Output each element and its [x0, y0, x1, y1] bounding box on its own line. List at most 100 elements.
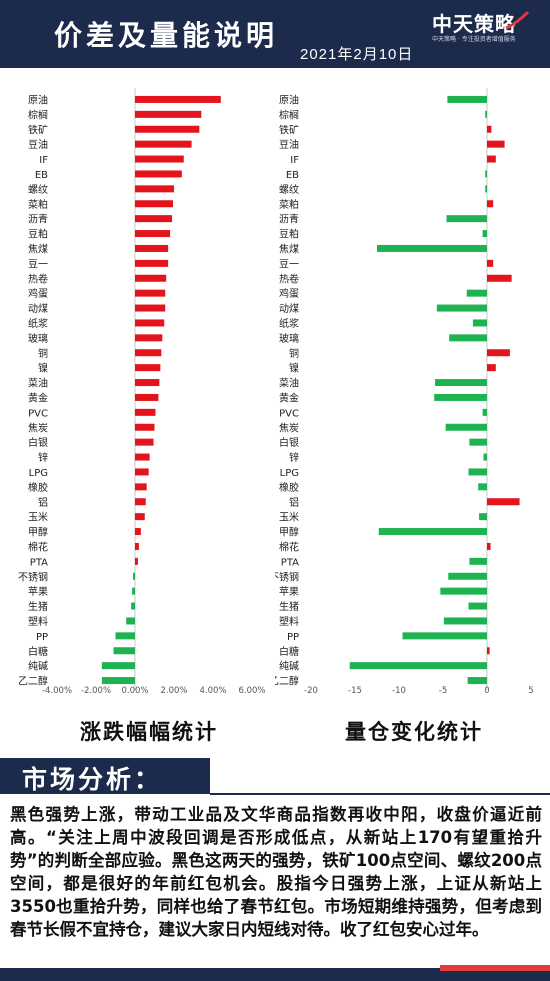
volume-position-category-label: 热卷	[279, 272, 299, 285]
volume-position-category-label: LPG	[280, 468, 299, 479]
volume-position-bar-21	[482, 408, 487, 416]
price-change-caption: 涨跌幅幅统计	[80, 720, 218, 744]
volume-position-category-label: 锌	[289, 451, 299, 464]
price-change-bar-12	[135, 274, 167, 282]
price-change-category-label: 镍	[38, 362, 48, 375]
volume-position-bar-20	[434, 393, 487, 401]
volume-position-category-label: 甲醇	[279, 526, 299, 539]
price-change-bar-17	[135, 349, 162, 357]
volume-position-category-label: 焦炭	[279, 421, 299, 434]
price-change-bar-5	[135, 170, 182, 178]
page-title: 价差及量能说明	[54, 19, 279, 52]
volume-position-category-label: 铁矿	[279, 123, 299, 136]
analysis-text: 黑色强势上涨，带动工业品及文华商品指数再收中阳，收盘价逼近前高。“关注上周中波段…	[10, 805, 542, 939]
volume-position-bar-13	[466, 289, 487, 297]
volume-position-category-label: 焦煤	[279, 242, 299, 255]
price-change-category-label: 鸡蛋	[28, 287, 48, 300]
price-change-tick-label: -2.00%	[81, 686, 111, 696]
price-change-bar-14	[135, 304, 166, 312]
header-banner: 价差及量能说明 2021年2月10日 中天策略 中天策略 · 专注投资者增值服务	[0, 0, 550, 68]
volume-position-bar-8	[446, 215, 487, 223]
analysis-title: 市场分析：	[22, 765, 163, 794]
volume-position-category-label: 铜	[289, 348, 299, 360]
volume-position-bar-23	[469, 438, 487, 446]
volume-position-bar-34	[468, 602, 487, 610]
volume-position-category-label: PVC	[279, 408, 299, 419]
price-change-category-label: 纸浆	[28, 317, 48, 330]
brand-logo: 中天策略 中天策略 · 专注投资者增值服务	[432, 8, 540, 44]
footer-accent	[440, 965, 550, 971]
price-change-bar-27	[135, 498, 146, 506]
price-change-category-label: LPG	[29, 468, 48, 479]
volume-position-bar-18	[487, 364, 496, 372]
price-change-bar-20	[135, 393, 159, 401]
volume-position-tick-label: -5	[439, 686, 447, 696]
volume-position-category-label: 白银	[279, 436, 299, 449]
volume-position-bar-39	[467, 677, 487, 685]
volume-position-category-label: 苹果	[279, 585, 299, 598]
price-change-category-label: IF	[39, 155, 48, 166]
volume-position-bar-6	[485, 185, 487, 193]
analysis-divider	[210, 793, 550, 795]
price-change-bar-39	[101, 677, 135, 685]
charts-area: 原油 棕榈 铁矿 豆油 IF EB 螺纹 菜粕 沥青 豆粕 焦煤 豆一 热卷 鸡蛋 动煤 纸浆 玻璃铜镍菜油 黄金…	[0, 78, 550, 698]
price-change-bar-19	[135, 379, 160, 387]
price-change-category-label: 豆粕	[28, 228, 48, 241]
price-change-bar-35	[126, 617, 135, 625]
price-change-bar-1	[135, 110, 202, 118]
price-change-category-label: 铝	[38, 497, 48, 509]
volume-position-bar-2	[487, 125, 492, 133]
price-change-category-label: 塑料	[28, 615, 48, 628]
price-change-category-label: 豆油	[28, 138, 48, 151]
volume-position-category-label: PTA	[281, 557, 299, 568]
price-change-tick-label: -4.00%	[42, 686, 72, 696]
volume-position-category-label: 镍	[289, 362, 299, 375]
price-change-category-label: 豆一	[28, 258, 48, 270]
volume-position-category-label: 生猪	[279, 600, 299, 613]
volume-position-tick-label: 0	[484, 686, 489, 696]
volume-position-bar-15	[472, 319, 487, 327]
price-change-tick-label: 6.00%	[238, 686, 265, 696]
volume-position-category-label: 沥青	[279, 213, 299, 226]
price-change-category-label: 不锈钢	[18, 570, 48, 583]
volume-position-bar-1	[485, 110, 487, 118]
price-change-bar-10	[135, 244, 169, 252]
price-change-category-label: 螺纹	[28, 183, 48, 196]
volume-position-bar-10	[377, 244, 487, 252]
price-change-bar-15	[135, 319, 165, 327]
price-change-bar-21	[135, 408, 156, 416]
volume-position-tick-label: -15	[348, 686, 362, 696]
price-change-category-label: 棉花	[28, 540, 48, 553]
volume-position-bar-38	[349, 662, 487, 670]
price-change-category-label: PP	[36, 632, 48, 643]
price-change-category-label: PVC	[28, 408, 48, 419]
report-date: 2021年2月10日	[300, 46, 414, 63]
volume-position-bar-37	[487, 647, 490, 655]
volume-position-bar-11	[487, 259, 494, 267]
volume-position-category-label: 动煤	[279, 302, 299, 315]
price-change-tick-label: 4.00%	[199, 686, 226, 696]
volume-position-tick-label: -20	[304, 686, 318, 696]
price-change-bar-28	[135, 513, 145, 521]
price-change-category-label: 玉米	[28, 511, 48, 524]
price-change-category-label: 苹果	[28, 585, 48, 598]
logo-text: 中天策略	[432, 12, 516, 36]
footer-bar	[0, 968, 550, 981]
volume-position-tick-label: 5	[528, 686, 533, 696]
volume-position-category-label: 黄金	[279, 391, 299, 404]
volume-position-category-label: 鸡蛋	[279, 287, 299, 300]
volume-position-bar-30	[487, 542, 491, 550]
price-change-tick-label: 0.00%	[121, 686, 148, 696]
price-change-category-label: 焦煤	[28, 242, 48, 255]
price-change-bar-8	[135, 215, 173, 223]
price-change-bar-13	[135, 289, 166, 297]
price-change-category-label: 热卷	[28, 272, 48, 285]
volume-position-category-label: 白糖	[279, 645, 299, 658]
price-change-bar-11	[135, 259, 169, 267]
price-change-category-label: 乙二醇	[18, 675, 48, 688]
volume-position-bar-25	[468, 468, 487, 476]
volume-position-category-label: 原油	[279, 93, 299, 106]
volume-position-category-label: 棕榈	[279, 108, 299, 121]
volume-position-bar-36	[402, 632, 487, 640]
